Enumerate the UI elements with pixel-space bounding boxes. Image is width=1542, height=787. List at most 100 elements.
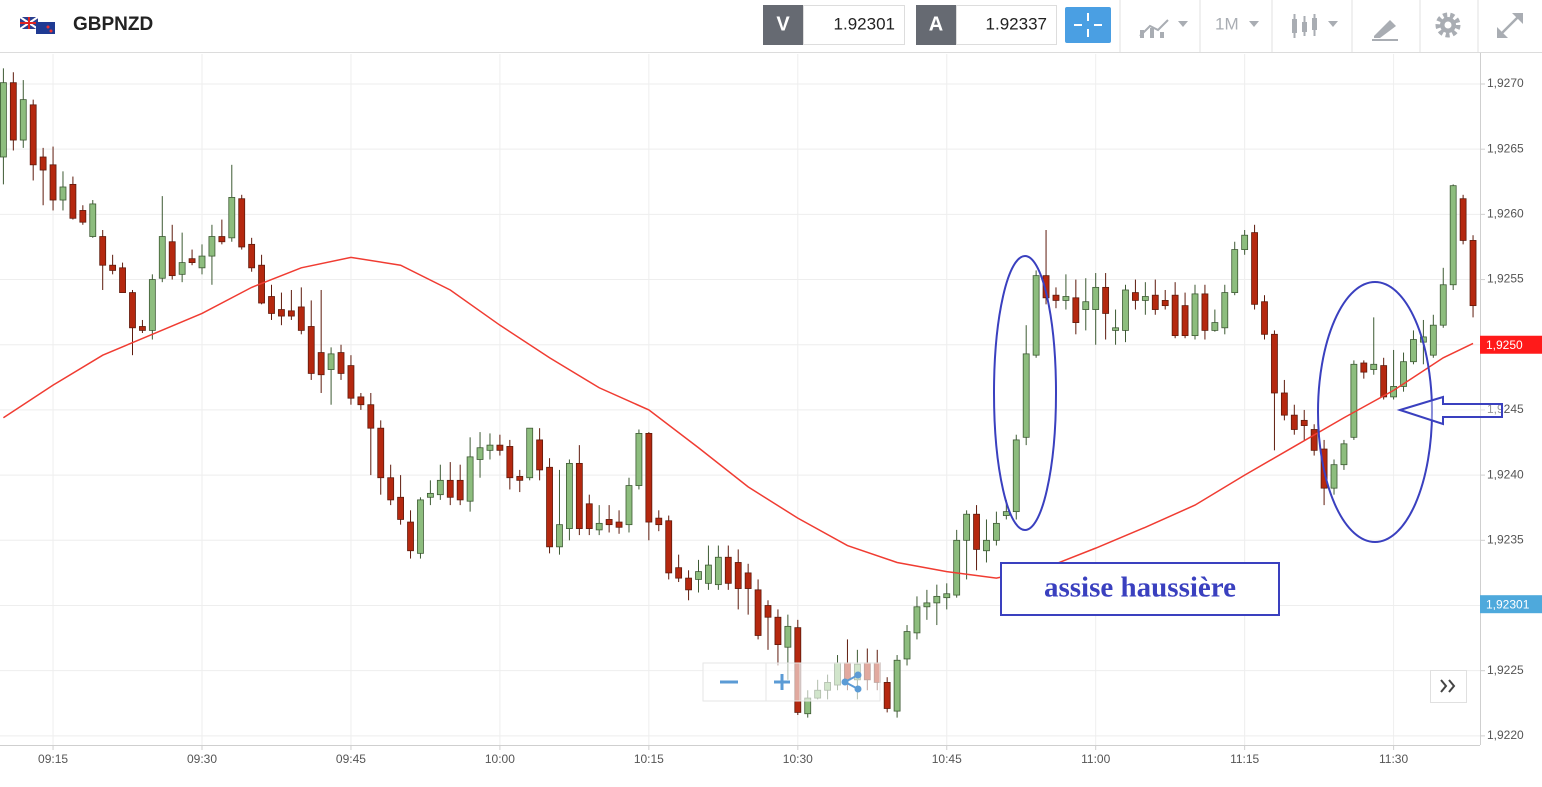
candle-body (109, 264, 117, 271)
settings-button[interactable] (1435, 12, 1461, 38)
y-tick-label: 1,9225 (1487, 663, 1524, 677)
candle-body (1439, 284, 1447, 326)
arrow (1396, 395, 1503, 426)
candle-body (1310, 429, 1318, 451)
bid-button[interactable] (763, 5, 803, 45)
candle-body (69, 183, 77, 219)
y-tick-label: 1,9220 (1487, 728, 1524, 742)
candle-body (575, 462, 583, 529)
candle-body (1340, 443, 1348, 466)
y-tick-label: 1,9235 (1487, 532, 1524, 546)
candle-body (436, 479, 444, 496)
ask-price: 1.92337 (986, 14, 1047, 33)
candle-body (1122, 289, 1129, 331)
candle-body (148, 279, 156, 331)
candle-body (218, 236, 226, 243)
x-tick-label: 11:15 (1230, 752, 1259, 766)
x-tick-label: 10:15 (634, 752, 664, 766)
candle-body (317, 352, 325, 376)
candle-body (1132, 292, 1139, 301)
zoom-in[interactable] (774, 674, 790, 690)
candle-body (933, 595, 941, 604)
timeframe[interactable]: 1M (1215, 14, 1239, 33)
candle-body (228, 197, 236, 239)
draw-button[interactable] (1372, 20, 1398, 41)
candle-body (1330, 464, 1338, 489)
candle-body (1191, 293, 1199, 337)
candle-body (1181, 305, 1189, 337)
candle-body (1112, 327, 1119, 331)
y-tick-label: 1,9265 (1487, 141, 1524, 155)
candle-body (605, 519, 613, 526)
x-tick-label: 11:00 (1081, 752, 1110, 766)
candle-body (1211, 322, 1219, 331)
highlight-ellipse (1317, 281, 1433, 543)
candle-body (397, 496, 405, 520)
x-tick-label: 11:30 (1379, 752, 1408, 766)
candle-body (724, 556, 732, 584)
candle-body (1032, 275, 1040, 356)
candle-body (0, 82, 7, 158)
ask-label[interactable]: A (929, 13, 943, 35)
y-tick-label: 1,9240 (1487, 467, 1524, 481)
candle-body (705, 564, 712, 584)
y-tick-label: 1,9260 (1487, 207, 1524, 221)
candle-body (268, 296, 275, 314)
candle-body (665, 520, 673, 574)
candle-body (1052, 294, 1060, 301)
y-tick-label: 1,9255 (1487, 272, 1524, 286)
candle-body (278, 309, 285, 317)
candle-body (1082, 301, 1090, 310)
candle-body (1459, 198, 1467, 241)
candle-body (1380, 365, 1388, 398)
candle-body (983, 539, 990, 552)
candle-body (327, 353, 335, 370)
ask-button[interactable] (916, 5, 956, 45)
candle-body (1062, 296, 1070, 301)
candle-body (685, 577, 692, 591)
candle-body (347, 365, 355, 399)
candle-body (516, 476, 524, 481)
x-tick-label: 09:45 (336, 752, 366, 766)
candle-body (89, 203, 97, 237)
candle-body (1231, 249, 1239, 293)
candle-body (367, 404, 375, 429)
candle-body (903, 631, 911, 660)
candle-body (1261, 301, 1268, 335)
candle-body (139, 326, 146, 331)
x-tick-label: 10:45 (932, 752, 962, 766)
candle-body (1012, 439, 1020, 513)
candle-body (208, 236, 216, 257)
candle-body (168, 241, 176, 277)
scroll-end-button[interactable] (1430, 670, 1467, 703)
candle-body (714, 556, 722, 586)
candle-body (119, 267, 126, 293)
candle-body (784, 625, 792, 648)
candle-body (178, 262, 186, 275)
candle-body (655, 517, 663, 526)
ask-box (956, 5, 1057, 45)
candle-body (486, 444, 494, 451)
fullscreen-button[interactable] (1497, 13, 1523, 38)
candle-body (993, 522, 1000, 541)
candle-body (9, 82, 17, 141)
x-tick-label: 09:30 (187, 752, 217, 766)
candle-style-button[interactable] (1292, 14, 1338, 38)
price-label-box (1480, 335, 1542, 354)
crosshair-button[interactable] (1065, 7, 1111, 43)
timeframe-caret[interactable] (1249, 21, 1259, 27)
candle-body (734, 562, 742, 589)
bid-box (803, 5, 905, 45)
candle-body (287, 310, 295, 317)
share[interactable] (841, 671, 862, 693)
price-label: 1,9250 (1486, 338, 1523, 352)
candle-body (297, 306, 305, 331)
bid-label[interactable]: V (776, 13, 790, 35)
candle-body (1370, 363, 1378, 370)
candle-body (893, 659, 901, 712)
candle-body (426, 492, 434, 498)
candle-body (1002, 511, 1010, 516)
chart-type-button[interactable] (1139, 19, 1188, 38)
candle-body (1102, 286, 1110, 314)
